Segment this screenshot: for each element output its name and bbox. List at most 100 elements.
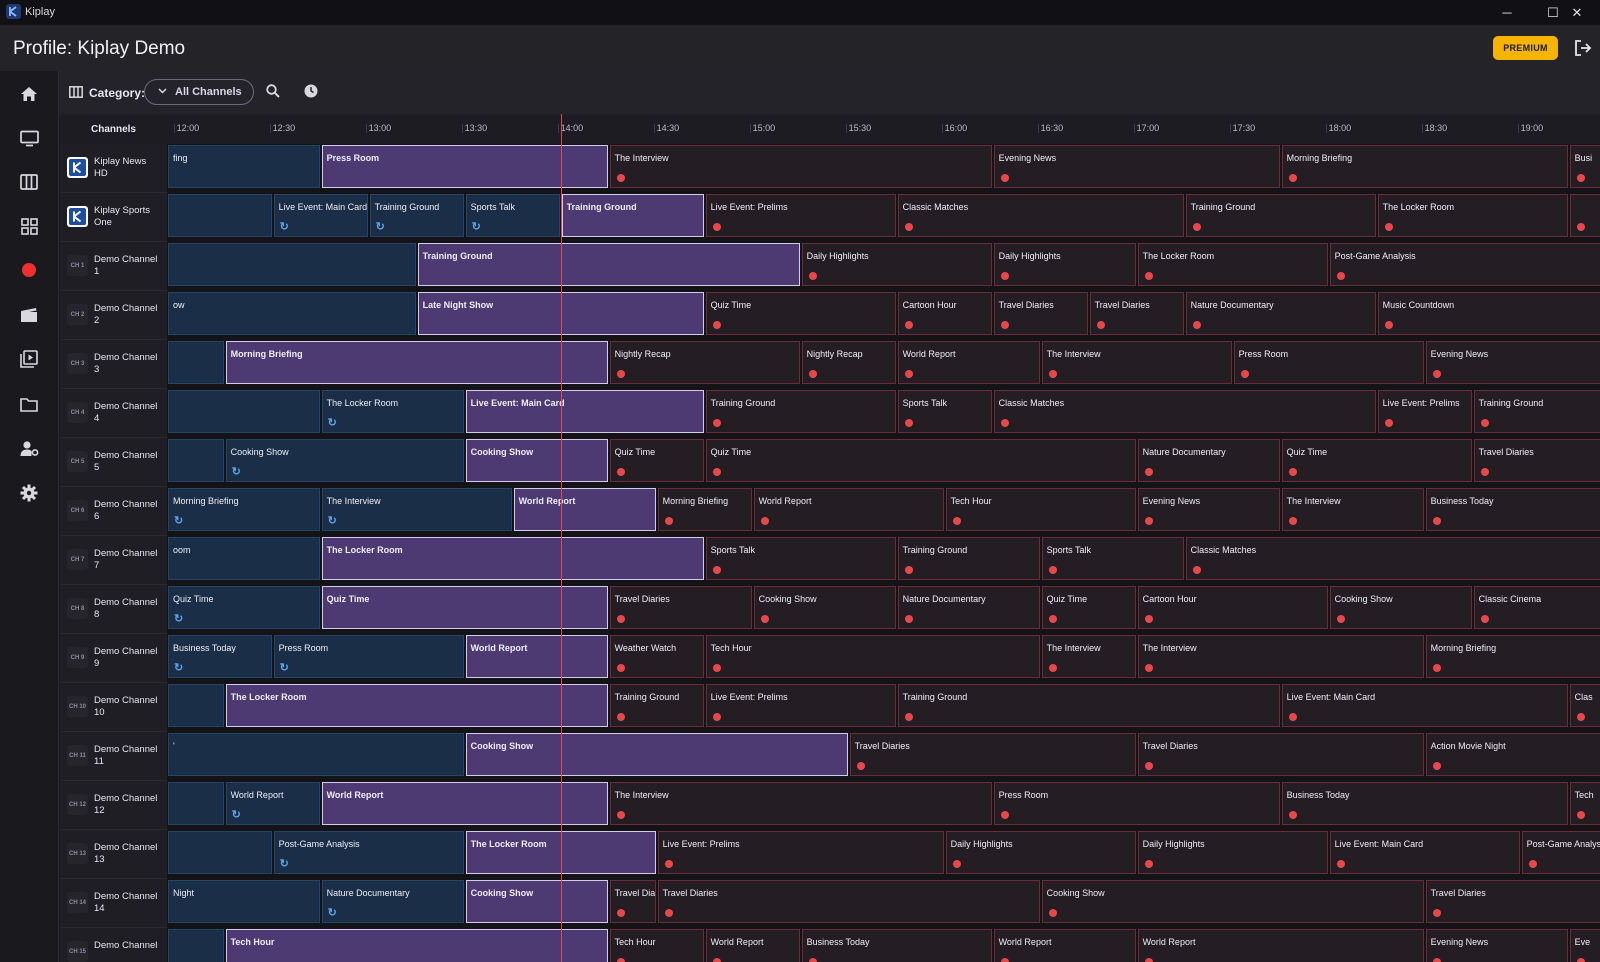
- program-cell[interactable]: Cooking Show: [465, 439, 608, 482]
- program-cell[interactable]: The Interview: [1137, 635, 1424, 678]
- program-cell[interactable]: Morning Briefing: [1281, 145, 1568, 188]
- program-cell[interactable]: [1569, 194, 1600, 237]
- record-icon[interactable]: [18, 259, 40, 281]
- channel-cell[interactable]: CH 11 Demo Channel 11: [60, 732, 167, 781]
- home-icon[interactable]: [18, 83, 40, 105]
- channel-cell[interactable]: CH 15 Demo Channel: [60, 928, 167, 962]
- program-cell[interactable]: The Interview: [1281, 488, 1424, 531]
- program-cell[interactable]: The Interview: [609, 782, 992, 825]
- close-button[interactable]: ✕: [1571, 4, 1583, 20]
- program-cell[interactable]: Nightly Recap: [609, 341, 800, 384]
- program-cell[interactable]: Evening News: [1425, 341, 1600, 384]
- program-cell[interactable]: Nature Documentary: [1185, 292, 1376, 335]
- program-cell[interactable]: World Report: [1137, 929, 1424, 962]
- program-cell[interactable]: Weather Watch: [609, 635, 704, 678]
- program-cell[interactable]: Daily Highlights: [945, 831, 1136, 874]
- category-dropdown[interactable]: All Channels: [144, 79, 254, 105]
- replay-icon[interactable]: ↻: [174, 662, 184, 674]
- program-cell[interactable]: Classic Matches: [1185, 537, 1600, 580]
- program-cell[interactable]: Business Today: [1425, 488, 1600, 531]
- program-cell[interactable]: Press Room: [321, 145, 608, 188]
- premium-button[interactable]: PREMIUM: [1493, 36, 1558, 60]
- logout-icon[interactable]: [1573, 38, 1593, 58]
- program-cell[interactable]: Cartoon Hour: [897, 292, 992, 335]
- folder-icon[interactable]: [18, 393, 40, 415]
- channel-cell[interactable]: CH 2 Demo Channel 2: [60, 291, 167, 340]
- channel-cell[interactable]: Kiplay News HD: [60, 144, 167, 193]
- program-cell[interactable]: World Report: [753, 488, 944, 531]
- program-cell[interactable]: [168, 194, 272, 237]
- program-cell[interactable]: Travel Diaries: [993, 292, 1088, 335]
- program-cell[interactable]: [168, 243, 416, 286]
- program-cell[interactable]: Press Room: [993, 782, 1280, 825]
- program-cell[interactable]: Live Event: Prelims: [705, 684, 896, 727]
- replay-icon[interactable]: ↻: [174, 515, 184, 527]
- channel-cell[interactable]: CH 7 Demo Channel 7: [60, 536, 167, 585]
- program-cell[interactable]: Live Event: Main Card ↻: [273, 194, 368, 237]
- program-cell[interactable]: Busi: [1569, 145, 1600, 188]
- channel-cell[interactable]: CH 8 Demo Channel 8: [60, 585, 167, 634]
- program-cell[interactable]: Quiz Time ↻: [168, 586, 320, 629]
- program-cell[interactable]: Morning Briefing: [1425, 635, 1600, 678]
- replay-icon[interactable]: ↻: [327, 515, 337, 527]
- program-cell[interactable]: Action Movie Night: [1425, 733, 1600, 776]
- replay-icon[interactable]: ↻: [327, 417, 337, 429]
- program-cell[interactable]: The Interview ↻: [321, 488, 512, 531]
- replay-icon[interactable]: ↻: [279, 221, 289, 233]
- program-cell[interactable]: The Locker Room ↻: [321, 390, 464, 433]
- program-cell[interactable]: Live Event: Main Card: [1281, 684, 1568, 727]
- search-icon[interactable]: [265, 83, 281, 99]
- program-cell[interactable]: Nature Documentary: [1137, 439, 1280, 482]
- program-cell[interactable]: Post-Game Analysis: [1329, 243, 1600, 286]
- channel-cell[interactable]: CH 14 Demo Channel 14: [60, 879, 167, 928]
- program-cell[interactable]: Classic Cinema: [1473, 586, 1600, 629]
- program-cell[interactable]: Cartoon Hour: [1137, 586, 1328, 629]
- program-cell[interactable]: Press Room: [1233, 341, 1424, 384]
- program-cell[interactable]: Travel Diaries: [609, 586, 752, 629]
- program-cell[interactable]: Classic Matches: [993, 390, 1376, 433]
- profile-settings-icon[interactable]: [18, 437, 40, 459]
- program-cell[interactable]: ': [168, 733, 464, 776]
- channel-cell[interactable]: CH 13 Demo Channel 13: [60, 830, 167, 879]
- program-cell[interactable]: Travel Diaries: [1089, 292, 1184, 335]
- program-cell[interactable]: Cooking Show: [465, 733, 848, 776]
- channel-cell[interactable]: CH 10 Demo Channel 10: [60, 683, 167, 732]
- program-cell[interactable]: [168, 439, 224, 482]
- program-cell[interactable]: Training Ground ↻: [369, 194, 464, 237]
- channel-cell[interactable]: CH 5 Demo Channel 5: [60, 438, 167, 487]
- program-cell[interactable]: Clas: [1569, 684, 1600, 727]
- channel-cell[interactable]: CH 6 Demo Channel 6: [60, 487, 167, 536]
- program-cell[interactable]: Music Countdown: [1377, 292, 1600, 335]
- program-cell[interactable]: Press Room ↻: [273, 635, 464, 678]
- program-cell[interactable]: Training Ground: [897, 684, 1280, 727]
- program-cell[interactable]: Night: [168, 880, 320, 923]
- maximize-button[interactable]: ☐: [1547, 4, 1559, 20]
- channel-cell[interactable]: CH 4 Demo Channel 4: [60, 389, 167, 438]
- program-cell[interactable]: Eve: [1569, 929, 1600, 962]
- program-cell[interactable]: [168, 684, 224, 727]
- replay-icon[interactable]: ↻: [174, 613, 184, 625]
- program-cell[interactable]: Nature Documentary ↻: [321, 880, 464, 923]
- program-cell[interactable]: [168, 782, 224, 825]
- program-cell[interactable]: Travel Diaries: [609, 880, 656, 923]
- program-cell[interactable]: Travel Diaries: [1473, 439, 1600, 482]
- program-cell[interactable]: fing: [168, 145, 320, 188]
- program-cell[interactable]: The Interview: [1041, 341, 1232, 384]
- replay-icon[interactable]: ↻: [471, 221, 481, 233]
- program-cell[interactable]: Tech Hour: [705, 635, 1040, 678]
- minimize-button[interactable]: ─: [1502, 5, 1512, 20]
- program-cell[interactable]: Quiz Time: [705, 439, 1136, 482]
- replay-icon[interactable]: ↻: [279, 858, 289, 870]
- program-cell[interactable]: oom: [168, 537, 320, 580]
- program-cell[interactable]: Live Event: Prelims: [1377, 390, 1472, 433]
- program-cell[interactable]: Live Event: Main Card: [1329, 831, 1520, 874]
- replay-icon[interactable]: ↻: [327, 907, 337, 919]
- program-cell[interactable]: Quiz Time: [705, 292, 896, 335]
- program-cell[interactable]: Morning Briefing: [657, 488, 752, 531]
- play-library-icon[interactable]: [18, 348, 40, 370]
- program-cell[interactable]: World Report: [465, 635, 608, 678]
- program-cell[interactable]: Daily Highlights: [1137, 831, 1328, 874]
- program-cell[interactable]: Quiz Time: [1281, 439, 1472, 482]
- program-cell[interactable]: Daily Highlights: [801, 243, 992, 286]
- program-cell[interactable]: Morning Briefing ↻: [168, 488, 320, 531]
